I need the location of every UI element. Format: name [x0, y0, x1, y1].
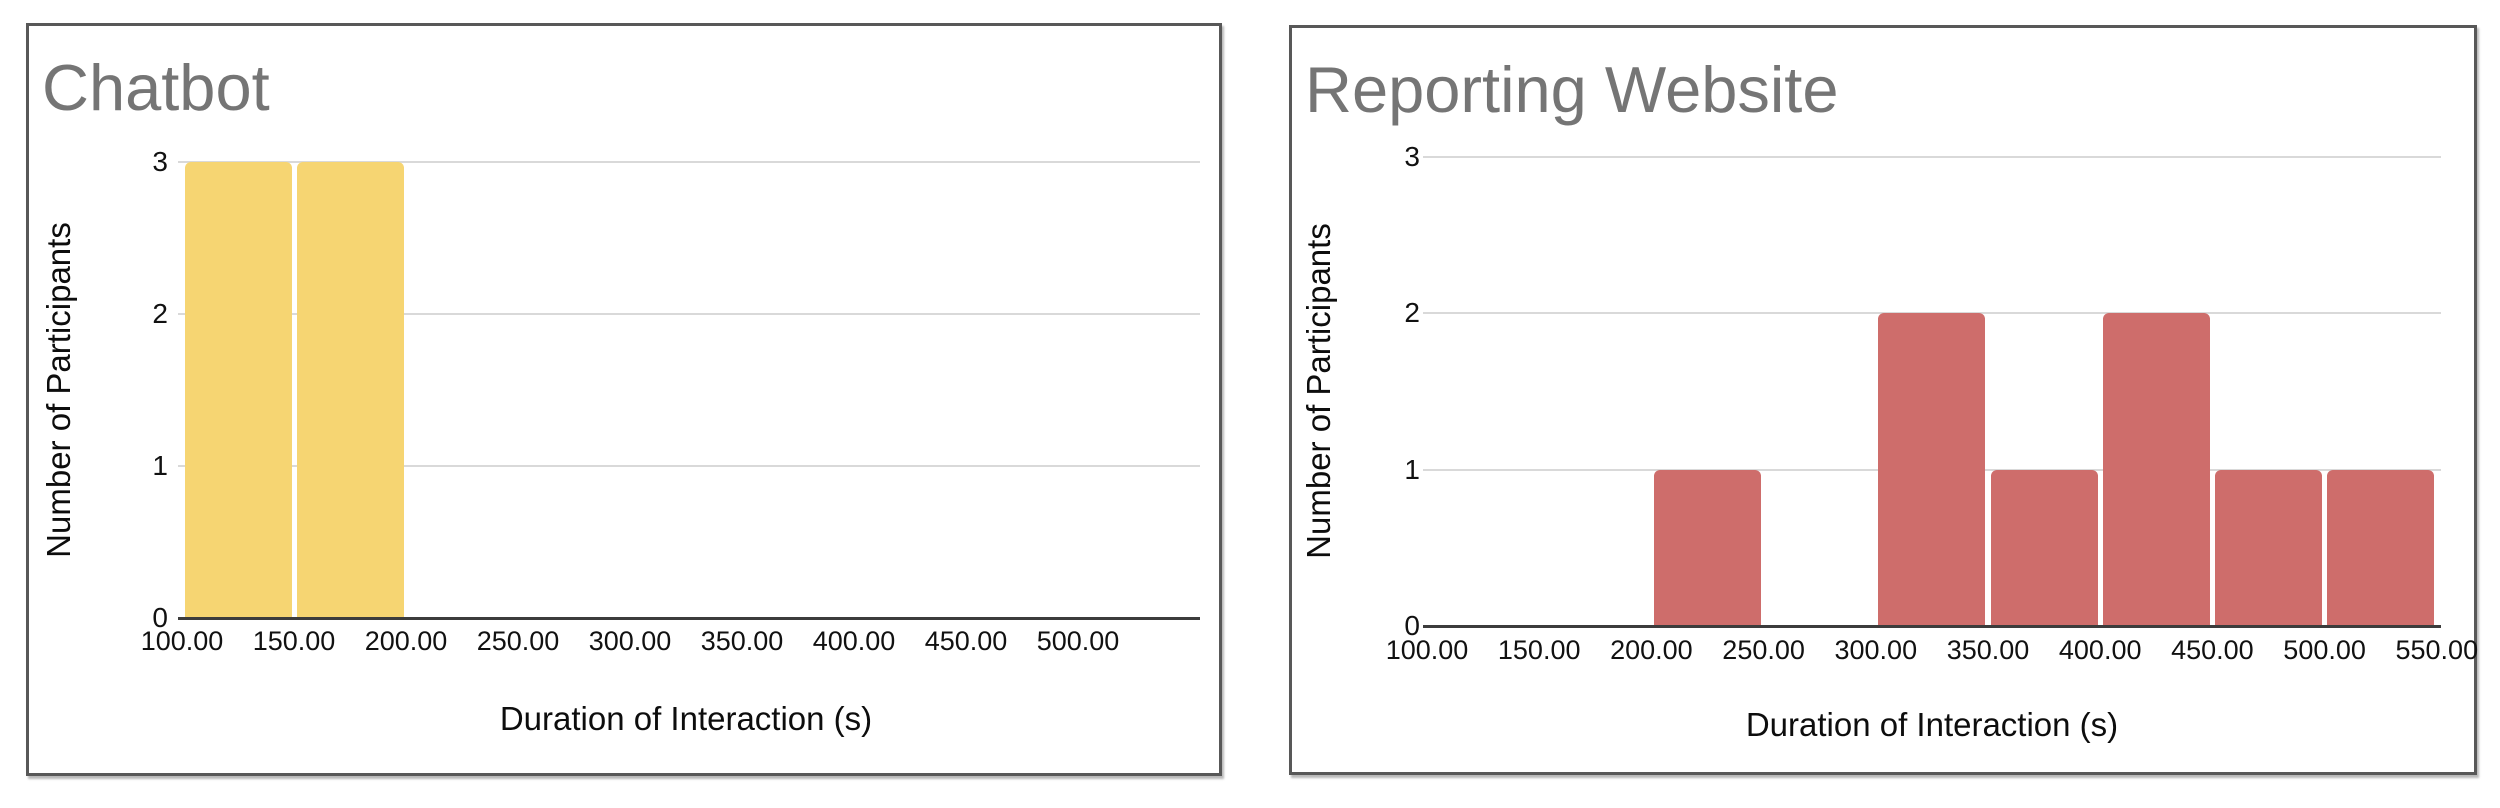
x-tick-label: 400.00 — [2058, 635, 2142, 665]
reporting-website-plot-area: 0 1 2 3 100.00 150.00 200.00 250.00 300.00 350.00… — [1292, 28, 2478, 772]
y-tick-label: 1 — [152, 450, 168, 481]
x-tick-label: 550.00 — [2395, 635, 2479, 665]
chart-title: Chatbot — [42, 51, 270, 124]
y-tick-label: 3 — [1404, 141, 1420, 173]
chart-title: Reporting Website — [1305, 53, 1839, 126]
x-tick-label: 300.00 — [588, 626, 672, 656]
x-tick-label: 500.00 — [2283, 635, 2366, 665]
x-tick-label: 450.00 — [924, 626, 1008, 656]
x-tick-label: 350.00 — [700, 626, 784, 656]
x-tick-label: 450.00 — [2171, 635, 2254, 665]
x-tick-label: 200.00 — [1610, 635, 1693, 665]
x-axis-line — [178, 617, 1200, 620]
x-tick-label: 300.00 — [1834, 635, 1918, 665]
x-tick-label: 250.00 — [476, 626, 560, 656]
y-tick-label: 0 — [152, 602, 168, 633]
histogram-bar — [2102, 313, 2210, 626]
histogram-bar — [2327, 469, 2435, 626]
x-tick-label: 400.00 — [812, 626, 896, 656]
x-tick-label: 150.00 — [252, 626, 336, 656]
x-tick-label: 100.00 — [140, 626, 224, 656]
y-tick-label: 2 — [1404, 297, 1420, 329]
reporting-website-chart-card[interactable]: Reporting Website Number of Participants… — [1289, 25, 2478, 775]
y-tick-label: 2 — [152, 298, 168, 329]
chatbot-chart-card[interactable]: Chatbot Number of Participants Duration … — [26, 23, 1222, 776]
histogram-bar — [296, 162, 404, 618]
x-tick-label: 350.00 — [1946, 635, 2030, 665]
x-tick-label: 100.00 — [1385, 635, 1469, 665]
y-tick-label: 3 — [152, 146, 168, 177]
x-axis-title: Duration of Interaction (s) — [499, 700, 873, 737]
gridline — [178, 161, 1200, 163]
x-axis-line — [1423, 625, 2441, 628]
y-tick-label: 0 — [1404, 610, 1420, 641]
gridline — [178, 465, 1200, 467]
x-tick-label: 500.00 — [1036, 626, 1120, 656]
chatbot-plot-area: 0 1 2 3 100.00 150.00 200.00 250.00 300.00 350.00… — [29, 26, 1219, 773]
histogram-bar — [1878, 313, 1986, 626]
gridline — [178, 313, 1200, 315]
histogram-bar — [2214, 469, 2323, 626]
x-tick-label: 200.00 — [364, 626, 448, 656]
histogram-bar — [1990, 469, 2098, 626]
y-tick-label: 1 — [1404, 453, 1420, 485]
x-tick-label: 250.00 — [1722, 635, 1805, 665]
gridline — [1423, 156, 2441, 159]
x-axis-title: Duration of Interaction (s) — [1745, 706, 2119, 743]
histogram-bar — [1653, 469, 1762, 626]
histogram-bar — [184, 162, 292, 618]
x-tick-label: 150.00 — [1497, 635, 1581, 665]
